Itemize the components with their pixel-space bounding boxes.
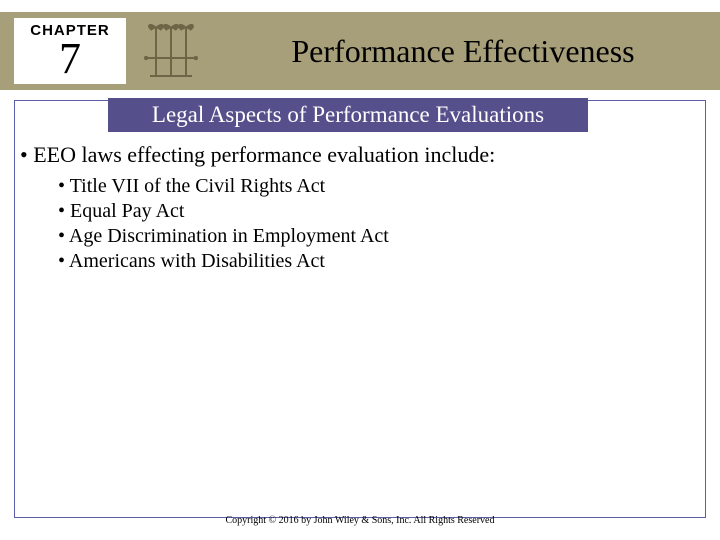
list-item: Title VII of the Civil Rights Act <box>58 174 700 199</box>
sub-bullet-list: Title VII of the Civil Rights Act Equal … <box>20 174 700 274</box>
subtitle-band: Legal Aspects of Performance Evaluations <box>108 98 588 132</box>
chapter-number: 7 <box>59 37 81 81</box>
main-bullet: • EEO laws effecting performance evaluat… <box>20 142 700 168</box>
list-item: Americans with Disabilities Act <box>58 249 700 274</box>
chapter-box: CHAPTER 7 <box>14 18 126 84</box>
copyright-footer: Copyright © 2016 by John Wiley & Sons, I… <box>0 515 720 526</box>
ornament-icon <box>126 12 216 90</box>
slide-title: Performance Effectiveness <box>216 12 720 90</box>
list-item: Age Discrimination in Employment Act <box>58 224 700 249</box>
content-area: • EEO laws effecting performance evaluat… <box>20 142 700 274</box>
header-band: CHAPTER 7 Performance Effectiveness <box>0 12 720 90</box>
subtitle-text: Legal Aspects of Performance Evaluations <box>152 102 544 128</box>
list-item: Equal Pay Act <box>58 199 700 224</box>
